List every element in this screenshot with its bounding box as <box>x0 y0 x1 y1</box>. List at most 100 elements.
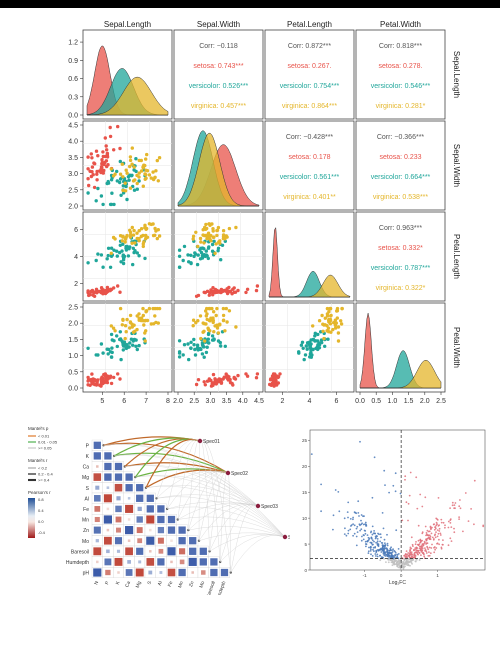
scatter-point-versicolor <box>316 347 320 352</box>
scatter-point-setosa <box>90 165 95 169</box>
scatter-point-versicolor <box>109 178 114 182</box>
volcano-point <box>394 472 397 475</box>
scatter-point-setosa <box>101 381 105 386</box>
scatter-point-versicolor <box>310 353 314 357</box>
scatter-point-setosa <box>211 293 215 297</box>
volcano-point <box>369 550 372 552</box>
volcano-point <box>417 539 420 542</box>
scatter-point-versicolor <box>131 262 135 267</box>
row-label-Fe: Fe <box>83 507 89 513</box>
scatter-point-virginica <box>202 241 206 245</box>
corr-label: virginica: 0.864*** <box>282 103 338 110</box>
volcano-point <box>459 507 462 510</box>
scatter-point-virginica <box>213 324 217 328</box>
scatter-point-setosa <box>225 375 229 380</box>
volcano-point <box>352 523 354 526</box>
scatter-point-setosa <box>118 290 122 294</box>
volcano-point <box>359 440 361 443</box>
species-label-Spec01: Spec01 <box>203 439 220 445</box>
heat-cell <box>157 537 164 544</box>
scatter-point-versicolor <box>131 343 135 347</box>
scatter-point-setosa <box>228 377 232 382</box>
scatter-point-setosa <box>278 372 282 376</box>
heat-cell <box>125 526 134 535</box>
scatter-point-virginica <box>130 225 134 230</box>
volcano-point <box>358 523 361 526</box>
volcano-point <box>397 548 400 550</box>
heat-cell <box>125 484 133 492</box>
scatter-point-versicolor <box>132 337 137 342</box>
volcano-point <box>451 501 454 504</box>
scatter-point-virginica <box>118 306 123 311</box>
scatter-point-versicolor <box>126 254 131 258</box>
scatter-point-setosa <box>254 288 259 293</box>
scatter-point-setosa <box>112 148 116 152</box>
volcano-point <box>416 543 419 546</box>
scatter-point-setosa <box>99 170 103 175</box>
scatter-point-virginica <box>125 233 129 238</box>
x-tick-label: 2.5 <box>189 398 199 405</box>
volcano-point <box>379 559 382 562</box>
scatter-point-versicolor <box>177 355 182 359</box>
scatter-point-versicolor <box>109 332 114 337</box>
scatter-point-versicolor <box>316 332 320 337</box>
scatter-point-versicolor <box>206 256 210 261</box>
scatter-point-virginica <box>128 155 133 159</box>
scatter-point-versicolor <box>108 350 113 354</box>
scatter-point-versicolor <box>112 202 116 207</box>
volcano-point <box>436 542 439 545</box>
scatter-point-setosa <box>112 286 116 290</box>
corr-label: Corr: −0.366*** <box>377 134 425 141</box>
scatter-point-setosa <box>203 383 207 387</box>
volcano-point <box>391 549 393 552</box>
scatter-point-virginica <box>130 241 134 245</box>
volcano-point <box>367 552 370 554</box>
scatter-point-virginica <box>323 316 327 320</box>
scatter-point-versicolor <box>131 246 135 250</box>
mantel-link <box>177 439 201 520</box>
volcano-point <box>347 532 350 535</box>
scatter-point-virginica <box>208 223 212 227</box>
volcano-point <box>403 558 405 561</box>
scatter-point-setosa <box>96 154 100 158</box>
row-label-Mn: Mn <box>82 518 89 524</box>
volcano-point <box>350 524 353 526</box>
y-tick-label: 3.0 <box>68 171 78 178</box>
scatter-point-versicolor <box>143 256 147 261</box>
heat-cell <box>137 538 143 544</box>
scatter-point-versicolor <box>212 239 216 243</box>
volcano-point <box>345 534 348 537</box>
volcano-point <box>364 532 367 535</box>
volcano-point <box>373 530 375 532</box>
volcano-point <box>447 526 450 529</box>
volcano-point <box>410 560 413 562</box>
scatter-point-setosa <box>209 290 214 294</box>
volcano-point <box>376 540 379 543</box>
scatter-point-setosa <box>105 148 109 152</box>
scatter-point-virginica <box>336 339 341 343</box>
scatter-point-virginica <box>143 172 147 176</box>
column-strip <box>174 18 263 30</box>
corr-label: virginica: 0.401** <box>283 194 336 201</box>
scatter-point-virginica <box>320 313 324 318</box>
scatter-point-setosa <box>244 290 248 295</box>
scatter-point-virginica <box>157 234 162 238</box>
volcano-point <box>393 549 395 552</box>
volcano-point <box>414 543 417 546</box>
scatter-point-virginica <box>327 310 331 314</box>
heat-cell <box>136 527 143 534</box>
scatter-point-virginica <box>144 168 148 172</box>
scatter-point-virginica <box>205 312 209 316</box>
volcano-point <box>433 538 435 540</box>
scatter-point-setosa <box>92 185 97 190</box>
scatter-point-setosa <box>270 381 274 386</box>
volcano-point <box>383 548 386 550</box>
scatter-point-versicolor <box>135 187 139 191</box>
y-tick-label: 2.5 <box>68 187 78 194</box>
scatter-point-virginica <box>191 234 196 238</box>
volcano-point <box>399 559 402 562</box>
scatter-point-virginica <box>227 309 232 313</box>
x-tick-label: 8 <box>166 398 170 405</box>
scatter-point-virginica <box>208 234 212 238</box>
scatter-point-versicolor <box>192 254 196 259</box>
